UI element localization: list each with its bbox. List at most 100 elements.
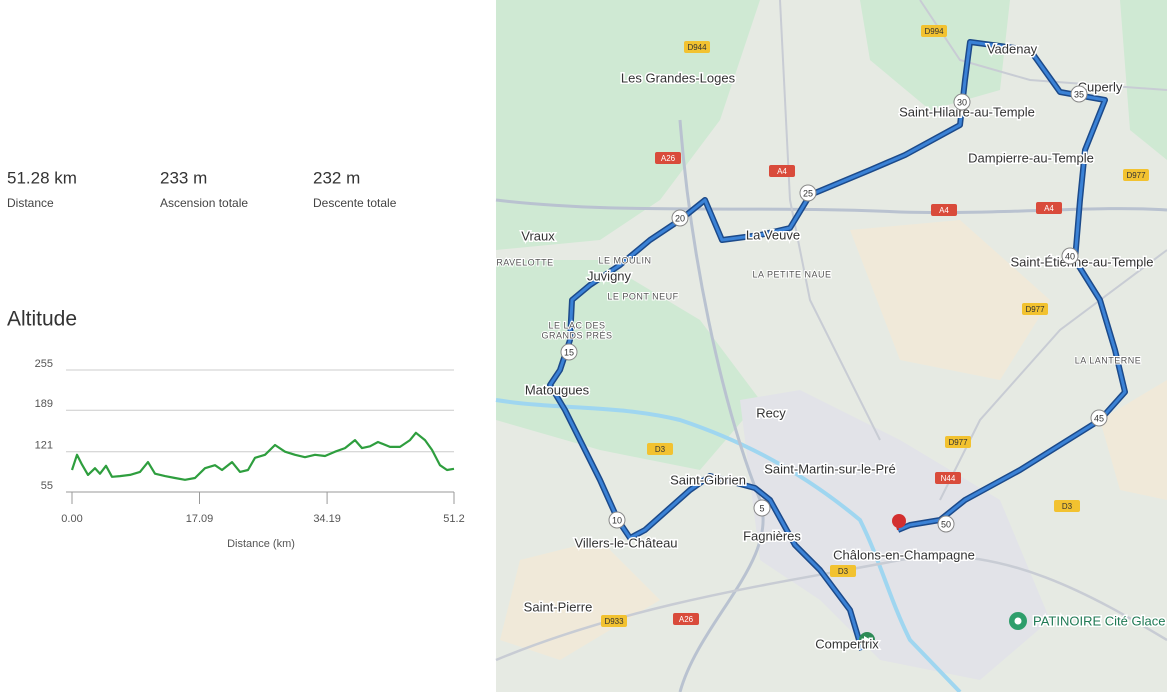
- stat-value: 51.28 km: [7, 168, 77, 187]
- road: [939, 249, 1167, 501]
- motorway: [678, 119, 765, 692]
- stat-label: Distance: [7, 196, 54, 210]
- stat-value: 233 m: [160, 168, 207, 187]
- place-label: Saint-Pierre: [524, 599, 593, 614]
- road-label: D933: [604, 617, 624, 626]
- road-label: D977: [1025, 305, 1045, 314]
- place-label: Les Grandes-Loges: [621, 70, 736, 85]
- place-label: Saint-Martin-sur-le-Pré: [764, 461, 895, 476]
- map[interactable]: Les Grandes-Loges Vadenay Cuperly Saint-Hil…: [495, 0, 1167, 692]
- place-label: Vraux: [521, 228, 555, 243]
- route-marker: [799, 184, 817, 202]
- route-marker: [671, 209, 689, 227]
- road-label: A4: [939, 206, 949, 215]
- road: [779, 0, 881, 441]
- road-shield: [673, 613, 699, 625]
- poi-label: PATINOIRE Cité Glace: [1033, 613, 1165, 628]
- locality-label: GRANDS PRÉS: [541, 330, 612, 340]
- motorway: [495, 198, 1167, 215]
- place-label: Saint-Gibrien: [670, 472, 746, 487]
- road-label: D3: [838, 567, 849, 576]
- y-tick-label: 255: [35, 358, 53, 370]
- road-label: D977: [948, 438, 968, 447]
- route-marker: [753, 499, 771, 517]
- road-label: D3: [1062, 502, 1073, 511]
- road-shield: [655, 152, 681, 164]
- road-shield: [647, 443, 673, 455]
- road-label: A4: [1044, 204, 1054, 213]
- place-label: Recy: [756, 405, 786, 420]
- place-label: Châlons-en-Champagne: [833, 547, 975, 562]
- map-area: [1120, 0, 1167, 160]
- locality-label: LE MOULIN: [598, 255, 651, 265]
- route-marker: [560, 343, 578, 361]
- route-marker-label: 40: [1065, 251, 1075, 261]
- map-area: [496, 0, 760, 250]
- road-label: A26: [661, 154, 676, 163]
- road-shield: [601, 615, 627, 627]
- town-area: [740, 390, 1050, 680]
- road-shield: [921, 25, 947, 37]
- stat-label: Ascension totale: [160, 196, 248, 210]
- road-shield: [830, 565, 856, 577]
- place-label: Saint-Hilaire-au-Temple: [899, 104, 1035, 119]
- road-label: N44: [941, 474, 956, 483]
- place-label: Villers-le-Château: [574, 535, 677, 550]
- route-marker: [1090, 409, 1108, 427]
- road-shield: [769, 165, 795, 177]
- place-label: Fagnières: [743, 528, 801, 543]
- road-shield: [1054, 500, 1080, 512]
- route-marker-label: 50: [941, 519, 951, 529]
- side-panel: [0, 0, 496, 692]
- road-shield: [935, 472, 961, 484]
- road-label: A4: [777, 167, 787, 176]
- altitude-line: [70, 431, 455, 481]
- place-label: Matougues: [525, 382, 590, 397]
- locality-label: LA PETITE NAUE: [752, 269, 831, 279]
- road-shield: [931, 204, 957, 216]
- route-marker-label: 5: [759, 503, 764, 513]
- road-label: D994: [924, 27, 944, 36]
- stat-value: 232 m: [313, 168, 360, 187]
- place-label: La Veuve: [746, 227, 800, 242]
- route-marker-label: 10: [612, 515, 622, 525]
- x-tick-label: 17.09: [186, 513, 214, 525]
- route-marker: [608, 511, 626, 529]
- locality-label: LE LAC DES: [548, 320, 605, 330]
- road-label: A26: [679, 615, 694, 624]
- x-axis-label: Distance (km): [227, 538, 295, 550]
- place-label: Compertrix: [815, 636, 879, 651]
- road-shield: [1123, 169, 1149, 181]
- map-area: [1100, 380, 1167, 500]
- road-shield: [1036, 202, 1062, 214]
- locality-label: LA LANTERNE: [1075, 355, 1142, 365]
- route-marker: [953, 93, 971, 111]
- route-marker-label: 45: [1094, 413, 1104, 423]
- chart-title: Altitude: [7, 308, 77, 331]
- place-label: Saint-Étienne-au-Temple: [1010, 254, 1153, 269]
- y-tick-label: 55: [41, 480, 53, 492]
- map-area: [500, 540, 660, 660]
- x-tick-label: 51.2: [443, 513, 464, 525]
- place-label: Cuperly: [1078, 79, 1123, 94]
- end-marker[interactable]: [892, 514, 906, 528]
- river: [495, 398, 962, 692]
- place-label: Vadenay: [987, 41, 1038, 56]
- poi-icon: [1014, 617, 1022, 625]
- route-marker: [937, 515, 955, 533]
- road-label: D944: [687, 43, 707, 52]
- y-tick-label: 189: [35, 398, 53, 410]
- road-shield: [684, 41, 710, 53]
- road-shield: [945, 436, 971, 448]
- locality-label: RAVELOTTE: [496, 257, 553, 267]
- road-label: D977: [1126, 171, 1146, 180]
- x-tick-label: 0.00: [61, 513, 82, 525]
- place-label: Dampierre-au-Temple: [968, 150, 1094, 165]
- map-area: [496, 260, 760, 470]
- start-icon: [864, 636, 871, 644]
- map-area: [850, 220, 1050, 380]
- route-marker-label: 30: [957, 97, 967, 107]
- x-tick-label: 34.19: [313, 513, 341, 525]
- route-marker-label: 15: [564, 347, 574, 357]
